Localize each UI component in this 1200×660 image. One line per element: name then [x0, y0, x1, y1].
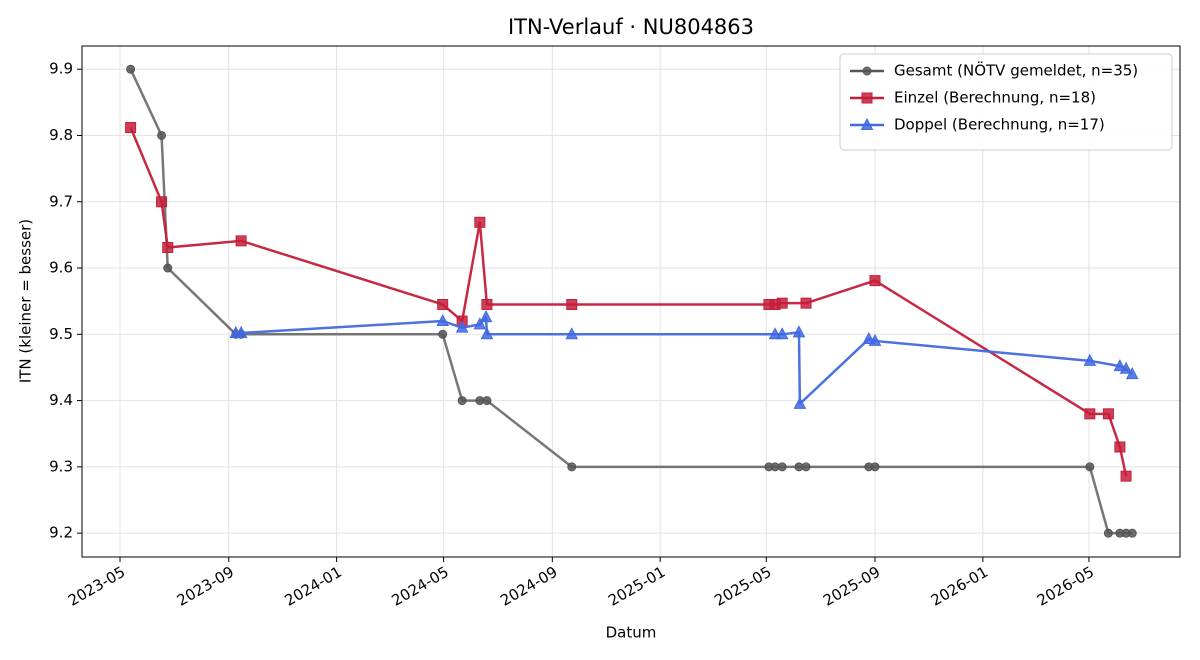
point	[455, 320, 469, 333]
legend-label: Gesamt (NÖTV gemeldet, n=35)	[894, 61, 1138, 80]
point	[792, 325, 806, 338]
point	[126, 64, 136, 74]
point	[776, 297, 788, 309]
legend-box	[839, 53, 1173, 151]
point	[480, 327, 494, 340]
legend: Gesamt (NÖTV gemeldet, n=35) Einzel (Bere…	[839, 53, 1173, 151]
x-tick-label: 2024-01	[282, 563, 345, 610]
x-tick-label: 2024-09	[497, 563, 560, 610]
y-tick-label: 9.7	[49, 192, 73, 210]
legend-label: Doppel (Berechnung, n=17)	[894, 116, 1105, 134]
legend-marker	[861, 92, 873, 104]
point	[481, 298, 493, 310]
point	[235, 235, 247, 247]
x-tick-label: 2025-05	[711, 563, 774, 610]
point	[1103, 528, 1113, 538]
x-tick-label: 2024-05	[389, 563, 452, 610]
x-tick-label: 2025-01	[605, 563, 668, 610]
point	[473, 317, 487, 330]
chart-title: ITN-Verlauf · NU804863	[508, 15, 754, 39]
point	[1102, 408, 1114, 420]
point	[438, 329, 448, 339]
x-tick-label: 2025-09	[820, 563, 883, 610]
point	[775, 327, 789, 340]
point	[567, 462, 577, 472]
x-tick-label: 2026-01	[928, 563, 991, 610]
point	[793, 396, 807, 409]
point	[777, 462, 787, 472]
point	[1127, 528, 1137, 538]
point	[1125, 366, 1139, 380]
y-tick-label: 9.8	[49, 126, 73, 144]
x-tick-label: 2023-05	[65, 563, 128, 610]
point	[163, 263, 173, 273]
point	[1084, 408, 1096, 420]
y-axis-label: ITN (kleiner = besser)	[17, 219, 35, 383]
point	[1085, 462, 1095, 472]
y-tick-label: 9.9	[49, 60, 73, 78]
y-tick-label: 9.6	[49, 259, 73, 277]
point	[1119, 361, 1133, 374]
point	[125, 122, 137, 134]
point	[482, 396, 492, 406]
point	[474, 216, 486, 228]
point	[234, 325, 248, 338]
series-line	[235, 315, 1134, 406]
y-tick-label: 9.2	[49, 524, 73, 542]
point	[1113, 359, 1127, 372]
y-tick-label: 9.3	[49, 457, 73, 475]
series	[125, 122, 1132, 482]
point	[156, 196, 168, 208]
point	[162, 241, 174, 253]
series	[229, 309, 1139, 409]
point	[1083, 353, 1097, 366]
plot-frame	[81, 45, 1181, 558]
point	[868, 333, 882, 346]
point	[157, 130, 167, 140]
x-tick-label: 2026-05	[1034, 563, 1097, 610]
x-tick-label: 2023-09	[174, 563, 237, 610]
x-axis-label: Datum	[606, 624, 657, 642]
legend-marker	[862, 66, 872, 76]
series-line	[129, 127, 1128, 477]
legend-marker	[860, 117, 874, 130]
point	[565, 327, 579, 340]
point	[1120, 470, 1132, 482]
point	[566, 298, 578, 310]
point	[479, 309, 493, 323]
point	[457, 396, 467, 406]
point	[800, 297, 812, 309]
point	[869, 275, 881, 287]
point	[1114, 441, 1126, 453]
legend-label: Einzel (Berechnung, n=18)	[894, 89, 1096, 107]
point	[437, 298, 449, 310]
y-tick-label: 9.5	[49, 325, 73, 343]
grid	[82, 46, 1180, 557]
point	[870, 462, 880, 472]
point	[436, 313, 450, 327]
y-tick-label: 9.4	[49, 391, 73, 409]
point	[801, 462, 811, 472]
